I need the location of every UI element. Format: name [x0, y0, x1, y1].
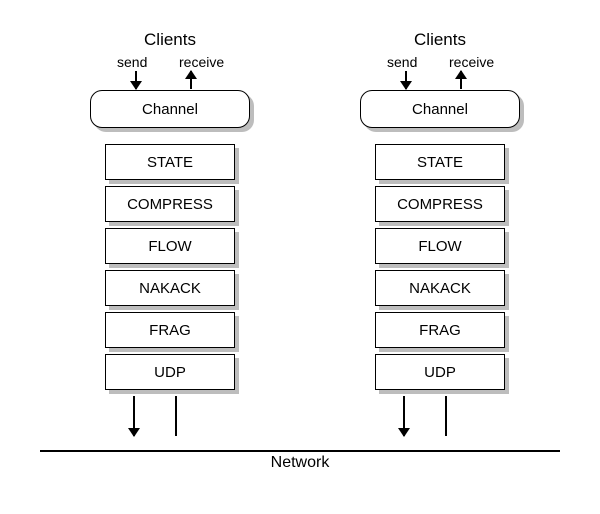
bottom-arrows — [105, 396, 235, 436]
layer-label: FLOW — [418, 238, 461, 255]
layer-udp: UDP — [105, 354, 235, 390]
receive-label: receive — [449, 54, 494, 70]
clients-label: Clients — [355, 30, 525, 50]
send-label: send — [117, 54, 147, 70]
down-to-network-arrow-icon — [133, 396, 135, 436]
layer-flow: FLOW — [375, 228, 505, 264]
layer-nakack: NAKACK — [105, 270, 235, 306]
up-from-network-line-icon — [445, 396, 447, 436]
layer-udp: UDP — [375, 354, 505, 390]
send-receive-row: send receive — [85, 54, 255, 82]
layer-label: UDP — [154, 364, 186, 381]
layer-label: STATE — [147, 154, 193, 171]
channel-box: Channel — [360, 90, 520, 128]
channel-label: Channel — [142, 101, 198, 118]
layer-label: NAKACK — [409, 280, 471, 297]
layer-label: COMPRESS — [127, 196, 213, 213]
clients-label: Clients — [85, 30, 255, 50]
protocol-stack-right: Clients send receive Channel STATE COMPR… — [355, 30, 525, 436]
layer-flow: FLOW — [105, 228, 235, 264]
layer-label: UDP — [424, 364, 456, 381]
send-arrow-icon — [135, 71, 137, 89]
send-label: send — [387, 54, 417, 70]
protocol-stack-left: Clients send receive Channel STATE COMPR… — [85, 30, 255, 436]
layer-label: STATE — [417, 154, 463, 171]
layer-nakack: NAKACK — [375, 270, 505, 306]
channel-box: Channel — [90, 90, 250, 128]
send-arrow-icon — [405, 71, 407, 89]
bottom-arrows — [375, 396, 505, 436]
down-to-network-arrow-icon — [403, 396, 405, 436]
send-receive-row: send receive — [355, 54, 525, 82]
layer-label: FLOW — [148, 238, 191, 255]
layer-compress: COMPRESS — [105, 186, 235, 222]
network-label: Network — [0, 454, 600, 472]
channel-label: Channel — [412, 101, 468, 118]
layer-state: STATE — [375, 144, 505, 180]
layer-label: COMPRESS — [397, 196, 483, 213]
layer-frag: FRAG — [105, 312, 235, 348]
layer-frag: FRAG — [375, 312, 505, 348]
receive-arrow-icon — [460, 71, 462, 89]
up-from-network-line-icon — [175, 396, 177, 436]
layer-state: STATE — [105, 144, 235, 180]
network-line — [40, 450, 560, 452]
receive-arrow-icon — [190, 71, 192, 89]
layer-label: FRAG — [419, 322, 461, 339]
layer-label: NAKACK — [139, 280, 201, 297]
layer-label: FRAG — [149, 322, 191, 339]
layer-compress: COMPRESS — [375, 186, 505, 222]
receive-label: receive — [179, 54, 224, 70]
